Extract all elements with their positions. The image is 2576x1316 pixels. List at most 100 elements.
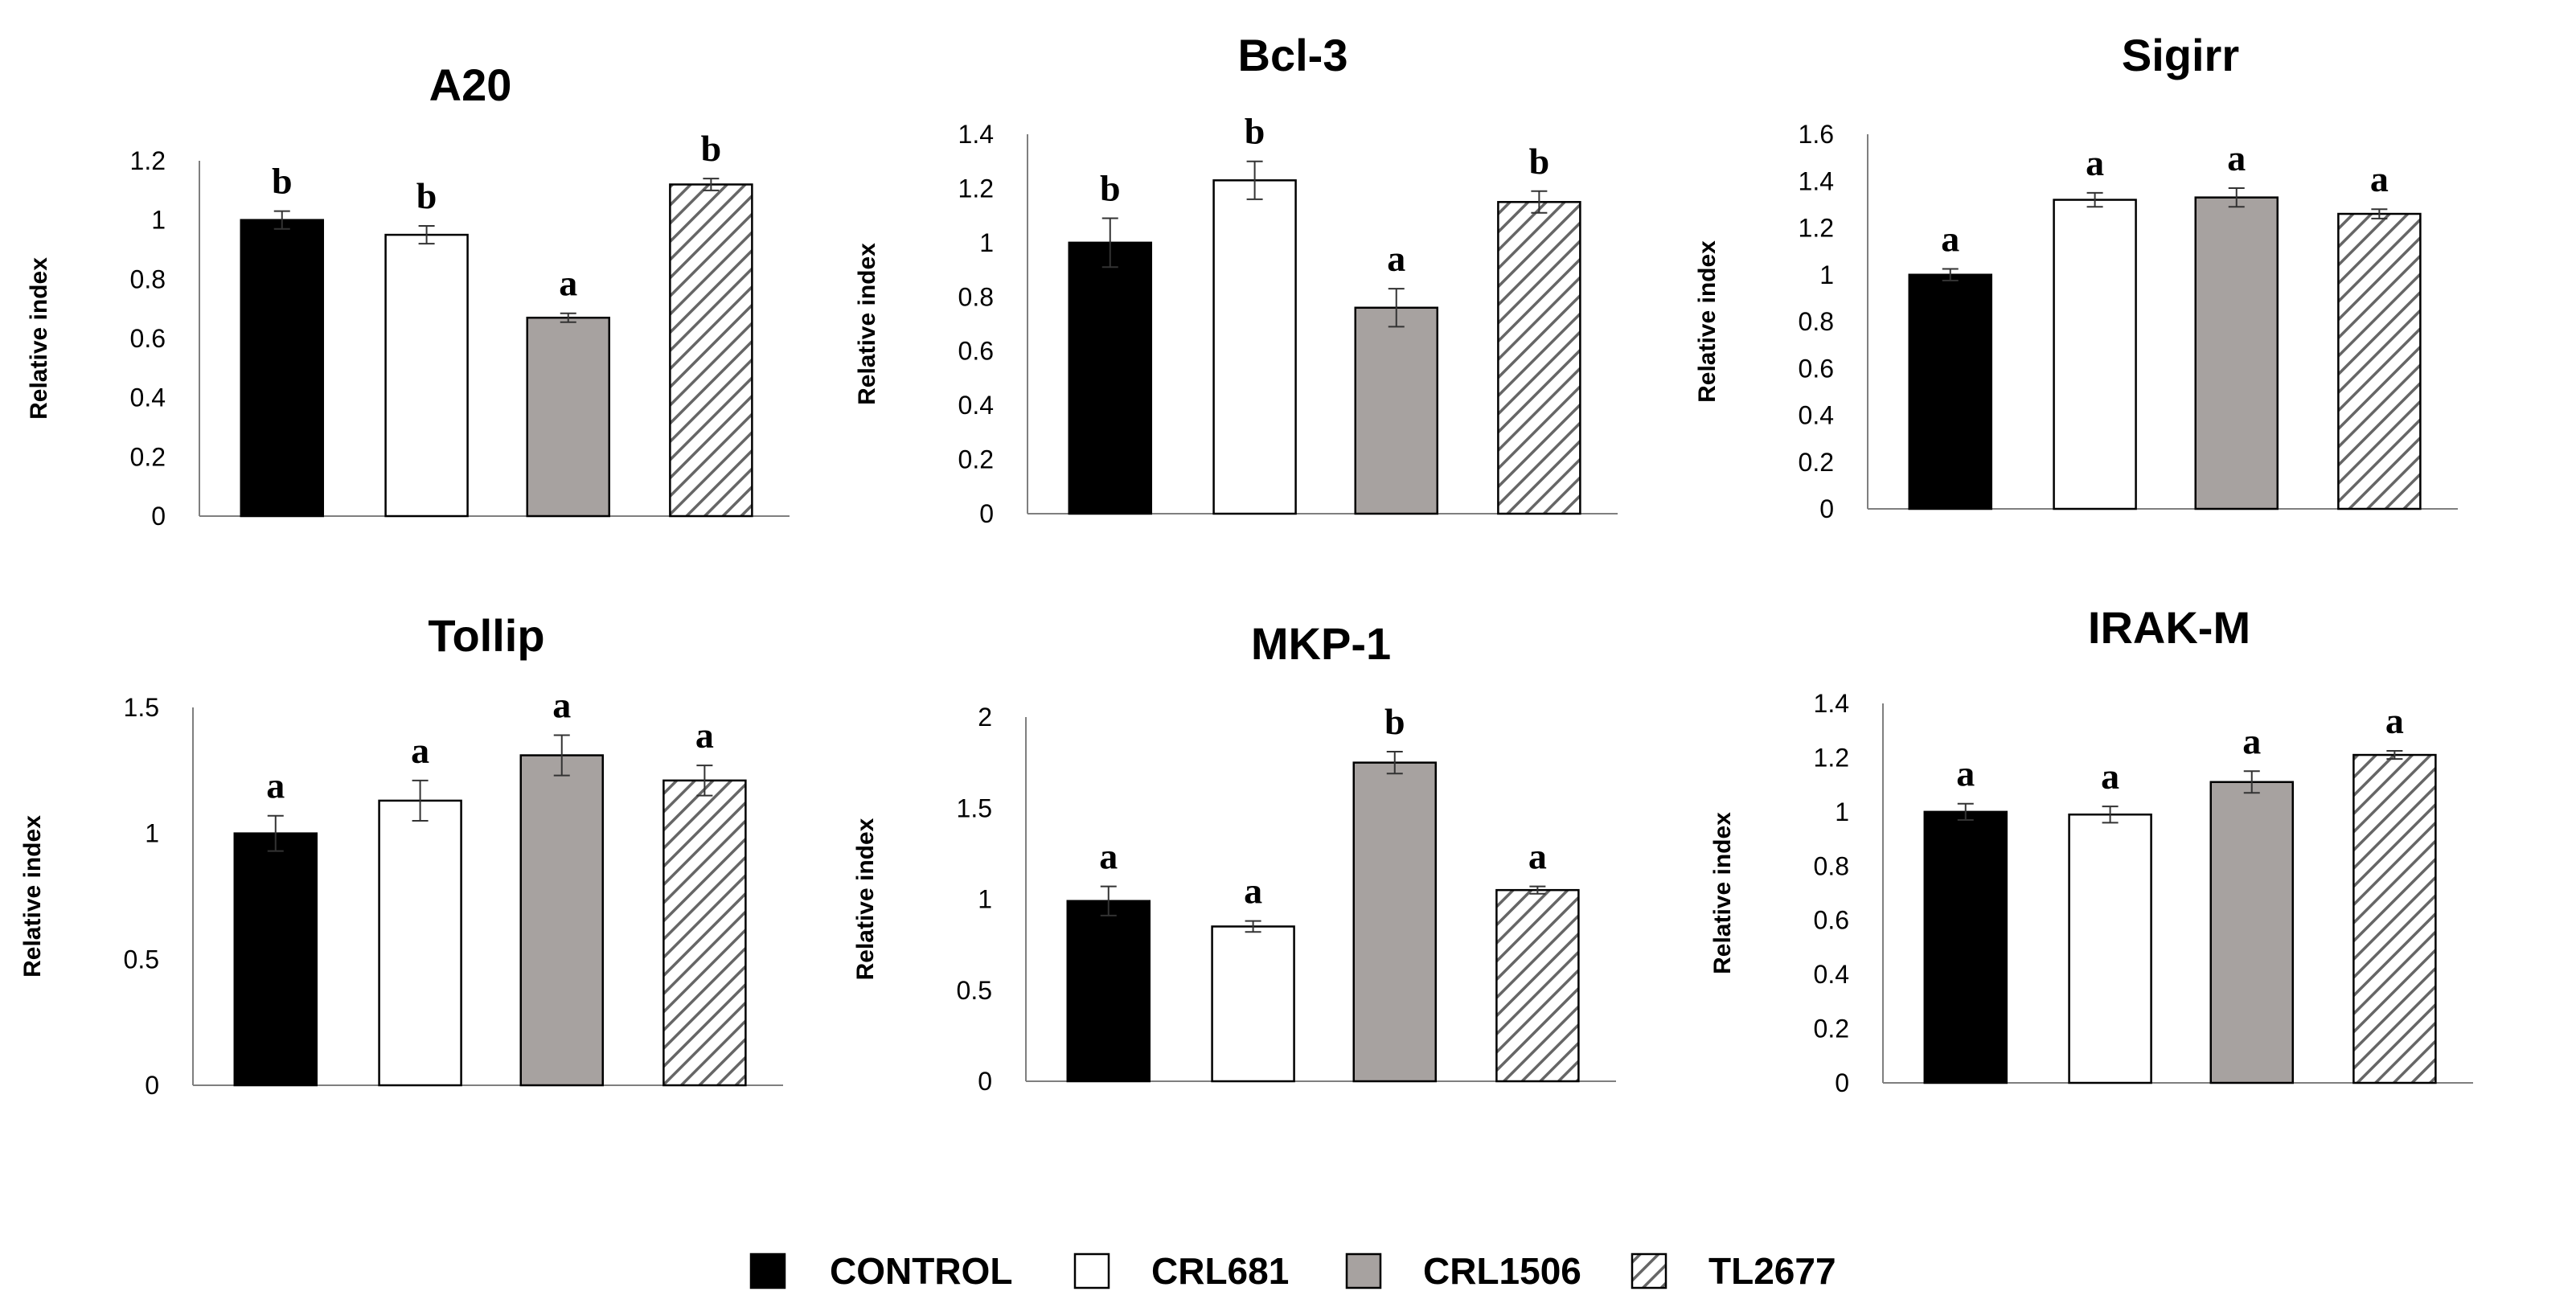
legend-item: TL2677 [1631, 1250, 1836, 1292]
bar [669, 183, 753, 518]
y-tick-label: 0.6 [130, 324, 166, 353]
y-tick-label: 1.2 [958, 174, 994, 203]
y-tick-label: 0.4 [958, 391, 994, 420]
y-axis-label: Relative index [19, 815, 46, 978]
y-tick-label: 0.2 [1799, 448, 1834, 477]
y-tick-label: 1.4 [1814, 689, 1849, 718]
legend-item: CRL681 [1073, 1250, 1289, 1292]
legend-swatch [749, 1252, 786, 1289]
bar [1068, 241, 1153, 515]
bar [233, 832, 318, 1087]
bar [2209, 781, 2294, 1084]
y-tick-label: 0.5 [957, 976, 992, 1005]
legend-item: CRL1506 [1345, 1250, 1581, 1292]
bar [1923, 810, 2008, 1084]
legend: CONTROL CRL681 CRL1506 TL2677 [749, 1250, 1836, 1292]
y-tick-label: 0.8 [1799, 307, 1834, 336]
legend-label: CRL681 [1151, 1250, 1289, 1292]
y-tick-label: 0 [978, 1067, 992, 1096]
y-tick-label: 1.4 [1799, 166, 1834, 195]
y-tick-label: 0.6 [1814, 906, 1849, 935]
y-tick-label: 0 [1835, 1068, 1849, 1097]
y-tick-label: 1.4 [958, 120, 994, 149]
significance-letter: a [2086, 142, 2104, 183]
y-tick-label: 1 [1835, 797, 1849, 826]
bar [519, 754, 604, 1087]
significance-letter: b [416, 175, 437, 216]
bar [2337, 212, 2422, 510]
y-axis-label: Relative index [1694, 240, 1721, 403]
legend-label: CRL1506 [1423, 1250, 1581, 1292]
significance-letter: a [1244, 871, 1262, 912]
y-tick-label: 0.8 [1814, 851, 1849, 880]
bar [384, 233, 469, 518]
panel-title: A20 [429, 59, 512, 110]
panel-title: Sigirr [2122, 30, 2239, 80]
legend-swatch [1345, 1252, 1382, 1289]
significance-letter: b [1100, 168, 1121, 209]
significance-letter: a [695, 715, 714, 756]
chart-panel: Bcl-3 Relative index 0 0.2 0.4 0.6 0.8 1 1.2 1.4 b… [854, 30, 1618, 528]
y-tick-label: 1 [151, 206, 166, 235]
bar [1211, 925, 1295, 1083]
y-tick-label: 0.2 [1814, 1015, 1849, 1043]
significance-letter: a [552, 684, 571, 725]
y-tick-label: 0.2 [130, 442, 166, 471]
significance-letter: a [2370, 158, 2389, 199]
bar [662, 779, 747, 1087]
significance-letter: b [1529, 141, 1550, 182]
y-axis-label: Relative index [26, 257, 52, 420]
chart-panel: IRAK-M Relative index 0 0.2 0.4 0.6 0.8 1 1.2 1.4… [1709, 602, 2473, 1097]
y-tick-label: 1.2 [1799, 214, 1834, 243]
chart-panels: A20 Relative index 0 0.2 0.4 0.6 0.8 1 1.2 b b a b Bc… [19, 30, 2473, 1100]
significance-letter: a [266, 765, 285, 806]
y-tick-label: 1 [978, 885, 992, 914]
y-tick-label: 0.4 [130, 383, 166, 412]
y-tick-label: 1.5 [124, 693, 159, 722]
bar [1354, 306, 1438, 515]
panel-title: MKP-1 [1251, 618, 1391, 669]
y-tick-label: 1 [1819, 260, 1834, 289]
legend-label: TL2677 [1708, 1250, 1836, 1292]
y-tick-label: 0.6 [1799, 354, 1834, 383]
significance-letter: a [2101, 756, 2119, 797]
y-tick-label: 1.5 [957, 793, 992, 822]
bar [526, 316, 610, 518]
legend-swatch [1631, 1252, 1667, 1289]
significance-letter: a [1099, 836, 1118, 877]
significance-letter: b [272, 161, 293, 202]
panel-title: Bcl-3 [1238, 30, 1348, 80]
y-tick-label: 1.6 [1799, 120, 1834, 149]
y-tick-label: 1 [979, 228, 994, 257]
y-tick-label: 0.4 [1814, 960, 1849, 989]
chart-panel: Tollip Relative index 0 0.5 1 1.5 a a a a [19, 610, 783, 1100]
chart-panel: A20 Relative index 0 0.2 0.4 0.6 0.8 1 1.2 b b a b [26, 59, 790, 531]
bar [1495, 888, 1580, 1083]
bar [1212, 179, 1297, 515]
y-tick-label: 0.2 [958, 445, 994, 474]
y-axis-label: Relative index [852, 818, 879, 980]
significance-letter: a [559, 263, 577, 304]
bar [2053, 199, 2137, 510]
significance-letter: a [411, 730, 429, 771]
significance-letter: b [1245, 111, 1265, 152]
y-tick-label: 0 [145, 1071, 159, 1100]
y-tick-label: 0.8 [958, 282, 994, 311]
chart-panel: MKP-1 Relative index 0 0.5 1 1.5 2 a a b a [852, 618, 1616, 1096]
chart-panel: Sigirr Relative index 0 0.2 0.4 0.6 0.8 1 1.2 1.4… [1694, 30, 2458, 523]
y-axis-label: Relative index [854, 243, 880, 405]
y-tick-label: 0.8 [130, 264, 166, 293]
y-tick-label: 0 [979, 499, 994, 528]
bar [1066, 900, 1151, 1083]
bar [378, 799, 462, 1087]
bar [1497, 201, 1581, 515]
bar [2068, 813, 2152, 1084]
y-tick-label: 0 [151, 502, 166, 531]
significance-letter: b [701, 128, 722, 169]
panel-title: IRAK-M [2088, 602, 2250, 653]
y-tick-label: 1.2 [130, 146, 166, 175]
significance-letter: a [2385, 700, 2404, 741]
bar [1352, 761, 1437, 1083]
legend-item: CONTROL [749, 1250, 1012, 1292]
